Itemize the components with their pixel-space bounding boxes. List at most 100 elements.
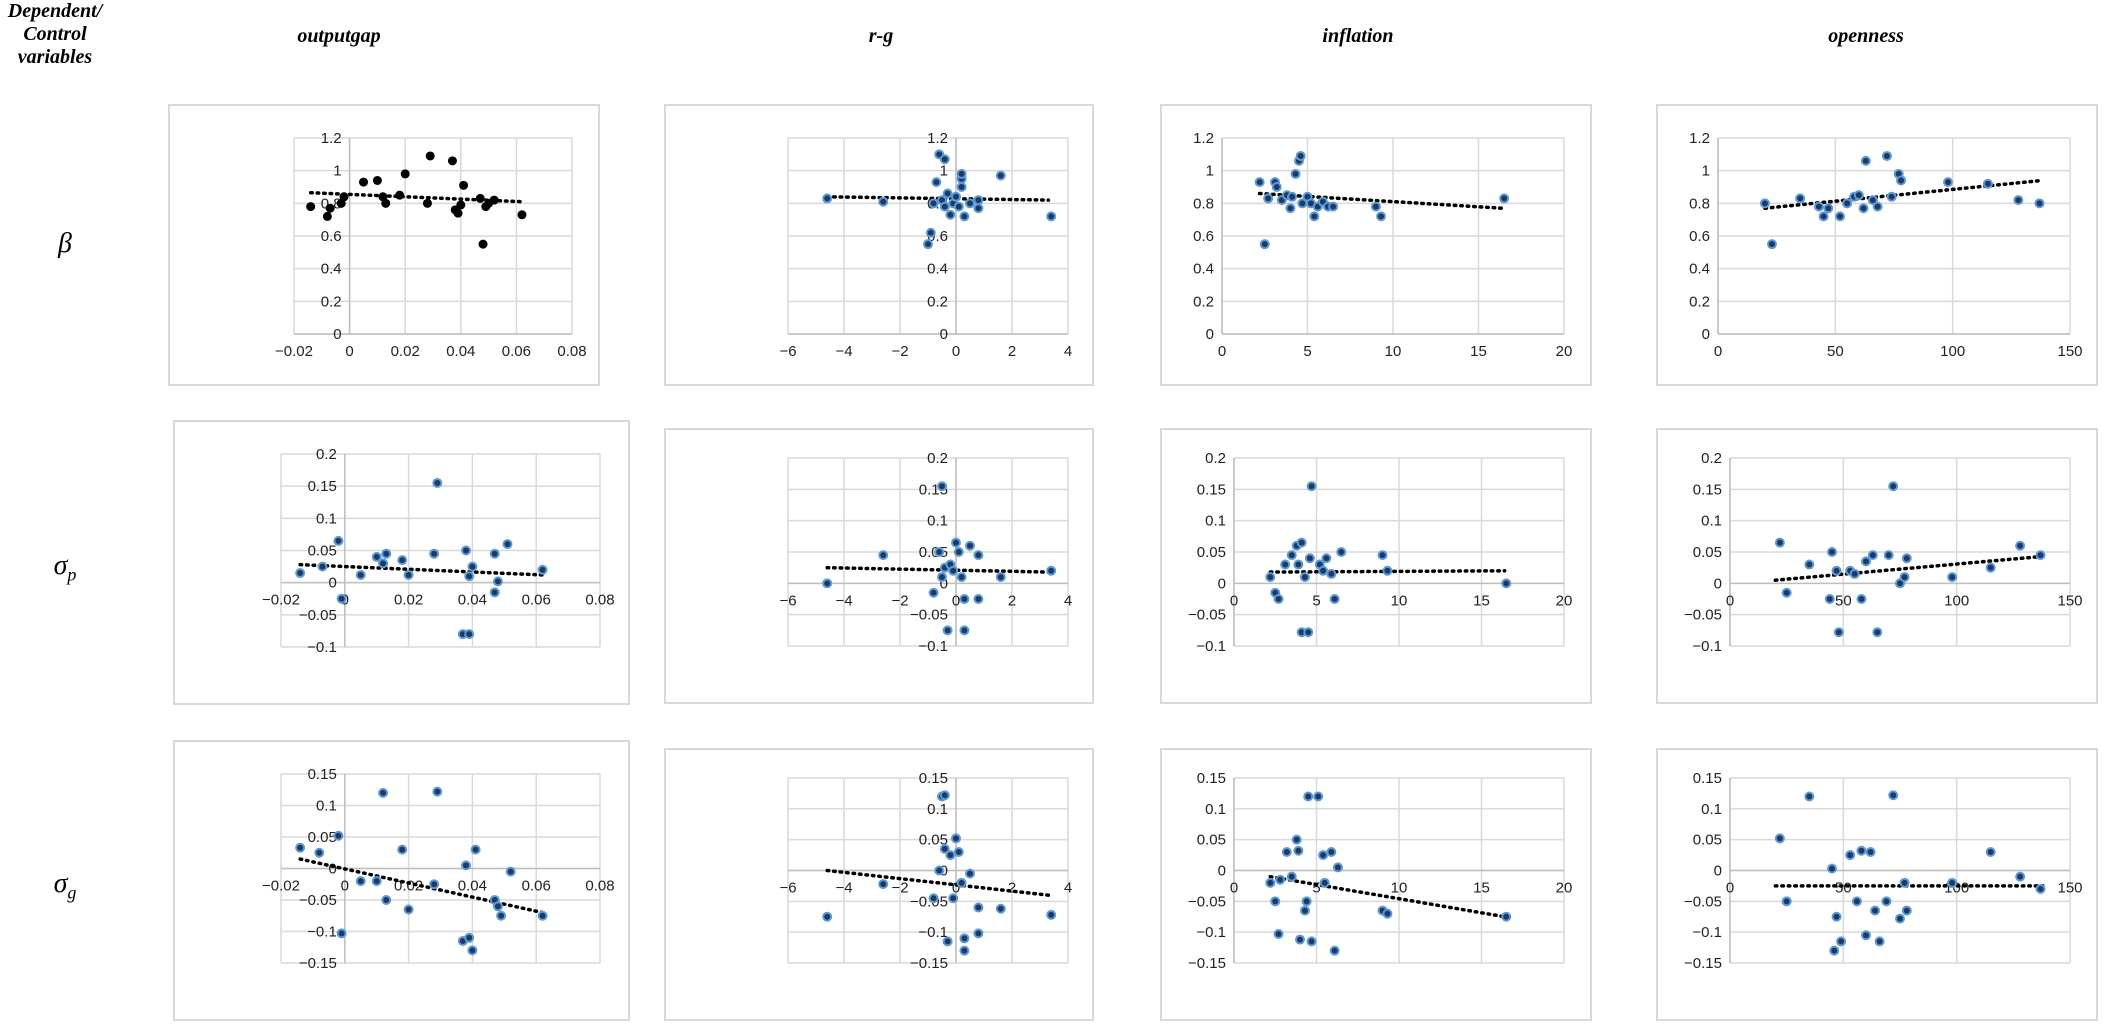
column-header-r-g: r-g <box>868 25 894 47</box>
row-label-sigma-g-base: σ <box>53 868 68 899</box>
data-point <box>489 195 499 205</box>
data-point <box>951 191 961 202</box>
x-tick-label: 4 <box>1064 880 1072 897</box>
data-point <box>937 572 947 583</box>
data-point <box>467 561 478 572</box>
y-tick-label: 0.4 <box>1193 261 1214 278</box>
y-tick-label: −0.1 <box>1692 924 1722 941</box>
data-point <box>1942 177 1953 188</box>
data-point <box>1281 847 1292 857</box>
data-point <box>381 198 391 208</box>
data-point <box>959 625 970 636</box>
data-point <box>1861 930 1871 941</box>
data-point <box>1265 877 1276 888</box>
data-point <box>1804 791 1815 802</box>
data-point <box>1872 627 1883 638</box>
x-tick-label: 50 <box>1835 880 1852 897</box>
data-point <box>1766 239 1777 250</box>
data-point <box>973 594 984 604</box>
data-point <box>1985 562 1996 573</box>
x-tick-label: 5 <box>1312 592 1320 609</box>
y-tick-label: 0.2 <box>1701 450 1722 467</box>
y-tick-label: 0.15 <box>308 478 337 495</box>
data-point <box>959 933 970 944</box>
data-point <box>1293 845 1304 856</box>
data-point <box>2013 195 2024 206</box>
linear-trendline <box>1257 191 1505 210</box>
x-tick-label: −0.02 <box>262 592 300 609</box>
data-point <box>2035 884 2046 894</box>
x-tick-label: −4 <box>835 880 852 897</box>
row-label-sigma-g: σg <box>40 868 90 904</box>
x-tick-label: 15 <box>1473 592 1490 609</box>
data-point <box>537 564 548 575</box>
data-point <box>1781 587 1792 598</box>
data-point <box>934 547 945 557</box>
y-tick-label: 0 <box>940 575 948 592</box>
y-tick-label: 0.4 <box>1689 261 1710 278</box>
data-point <box>931 177 942 188</box>
y-tick-label: −0.15 <box>299 955 337 972</box>
data-point <box>1270 896 1281 907</box>
data-point <box>1831 911 1842 922</box>
data-point <box>973 203 984 214</box>
y-tick-label: 0.1 <box>927 513 948 530</box>
data-point <box>325 203 335 213</box>
chart-sigma-g-outputgap-svg: −0.02 0 0.02 0.04 0.06 0.08−0.15−0.1−0.0500.0… <box>262 766 615 972</box>
x-tick-label: −2 <box>891 880 908 897</box>
chart-sigma-p-outputgap-svg: −0.0200.020.040.060.08−0.1−0.0500.050.10… <box>262 446 615 656</box>
y-tick-label: −0.1 <box>1196 924 1226 941</box>
data-point <box>945 209 956 220</box>
x-tick-label: 15 <box>1470 343 1487 360</box>
row-label-beta: β <box>40 228 90 264</box>
data-point <box>1377 550 1388 561</box>
data-point <box>1853 190 1864 201</box>
data-point <box>1888 481 1899 492</box>
data-point <box>453 208 463 218</box>
data-point <box>1313 791 1324 802</box>
y-tick-label: 0.15 <box>1197 481 1226 498</box>
column-header-openness: openness <box>1828 25 1904 47</box>
data-point <box>478 239 488 249</box>
data-point <box>475 193 485 203</box>
x-tick-label: −4 <box>835 592 852 609</box>
y-tick-label: 0.2 <box>927 293 948 310</box>
y-tick-label: 0.05 <box>1197 832 1226 849</box>
y-tick-label: 0.1 <box>1701 513 1722 530</box>
data-point <box>355 569 366 580</box>
data-point <box>1303 791 1314 802</box>
data-point <box>314 847 325 858</box>
y-tick-label: 0.15 <box>919 770 948 787</box>
data-point <box>1899 877 1910 888</box>
x-tick-label: 10 <box>1391 880 1408 897</box>
data-point <box>447 156 457 166</box>
y-tick-label: −0.05 <box>1684 607 1722 624</box>
data-point <box>333 535 344 546</box>
data-point <box>1818 211 1829 222</box>
y-tick-label: 0 <box>1702 326 1710 343</box>
x-tick-label: 15 <box>1473 880 1490 897</box>
column-header-outputgap: outputgap <box>297 25 381 47</box>
corner-header-line-3: variables <box>17 46 93 68</box>
data-point <box>456 200 466 210</box>
data-point <box>1851 896 1862 907</box>
x-tick-label: 4 <box>1064 343 1072 360</box>
data-point <box>1881 150 1892 161</box>
data-point <box>1259 239 1270 250</box>
data-point <box>1291 834 1302 845</box>
x-tick-label: 5 <box>1312 880 1320 897</box>
data-point <box>461 860 472 871</box>
data-point <box>1823 203 1834 214</box>
data-point <box>336 593 347 604</box>
data-point <box>956 182 967 192</box>
x-tick-label: 0.02 <box>391 343 420 360</box>
data-point <box>359 177 368 187</box>
y-tick-label: 0.05 <box>308 543 337 560</box>
data-point <box>965 198 975 209</box>
data-point <box>1046 211 1057 222</box>
data-point <box>1273 929 1284 940</box>
